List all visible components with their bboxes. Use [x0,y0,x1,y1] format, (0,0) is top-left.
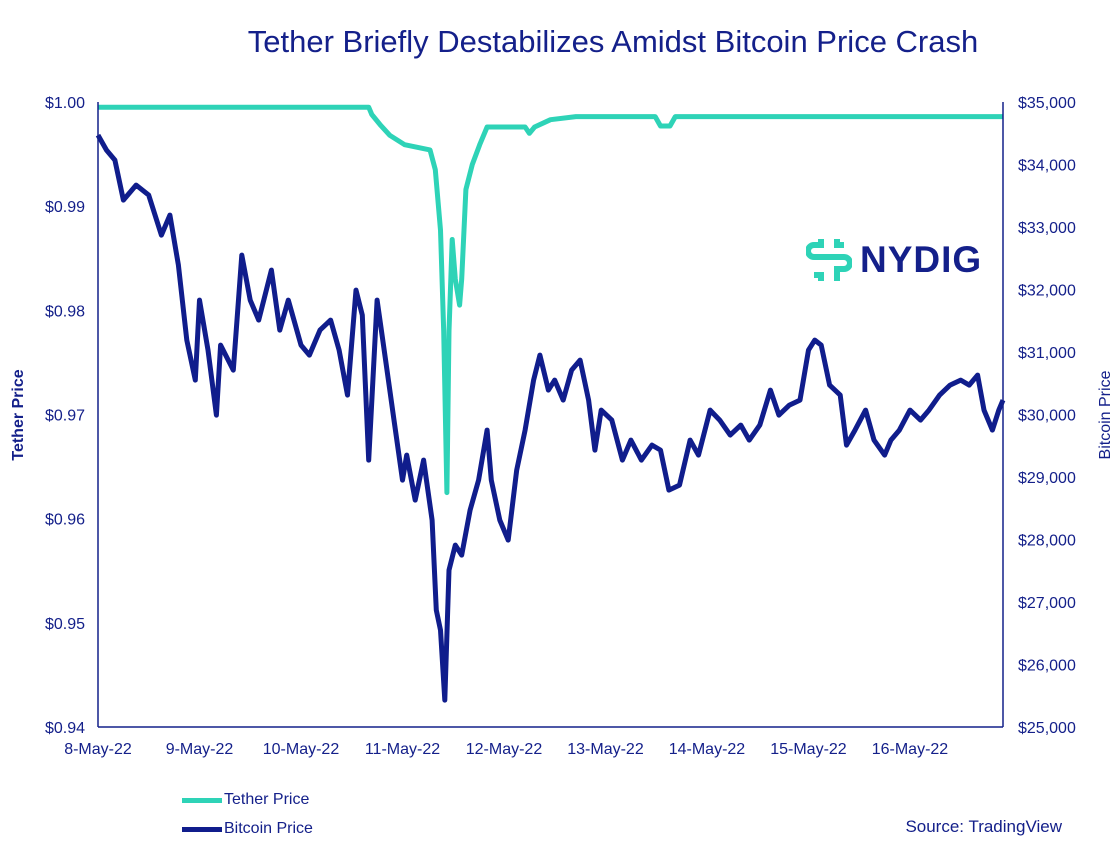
right-tick-label: $34,000 [1018,158,1076,175]
left-tick-label: $0.98 [45,303,85,320]
right-tick-label: $29,000 [1018,470,1076,487]
left-tick-label: $0.96 [45,512,85,529]
legend-swatch-bitcoin [182,826,222,832]
left-tick-label: $0.94 [45,720,85,737]
right-tick-label: $32,000 [1018,283,1076,300]
x-tick-label: 8-May-22 [64,741,132,758]
right-tick-label: $31,000 [1018,345,1076,362]
right-tick-label: $30,000 [1018,408,1076,425]
legend-label-bitcoin: Bitcoin Price [224,820,313,837]
x-tick-label: 9-May-22 [166,741,234,758]
left-tick-label: $0.99 [45,199,85,216]
right-tick-label: $26,000 [1018,658,1076,675]
right-tick-label: $33,000 [1018,220,1076,237]
legend-item-bitcoin: Bitcoin Price [182,820,313,838]
right-tick-label: $35,000 [1018,95,1076,112]
left-axis-title: Tether Price [10,369,27,460]
left-tick-label: $1.00 [45,95,85,112]
right-tick-label: $28,000 [1018,533,1076,550]
x-tick-label: 10-May-22 [263,741,340,758]
nydig-logo-icon [806,239,852,281]
nydig-logo: NYDIG [806,237,982,283]
x-tick-label: 11-May-22 [365,741,440,758]
series-line-bitcoin [95,133,1006,703]
chart-title: Tether Briefly Destabilizes Amidst Bitco… [247,24,979,59]
x-tick-label: 13-May-22 [567,741,644,758]
right-tick-label: $25,000 [1018,720,1076,737]
nydig-logo-text: NYDIG [860,239,983,280]
legend-swatch-tether [182,797,222,803]
series-line-tether [98,104,1003,496]
right-tick-label: $27,000 [1018,595,1076,612]
x-tick-label: 16-May-22 [872,741,949,758]
x-tick-label: 12-May-22 [466,741,543,758]
source-note: Source: TradingView [905,817,1062,836]
x-tick-label: 15-May-22 [770,741,847,758]
x-tick-label: 14-May-22 [669,741,746,758]
legend-item-tether: Tether Price [182,791,309,809]
left-tick-label: $0.95 [45,616,85,633]
left-tick-label: $0.97 [45,408,85,425]
legend-label-tether: Tether Price [224,791,310,808]
right-axis-title: Bitcoin Price [1097,370,1114,459]
